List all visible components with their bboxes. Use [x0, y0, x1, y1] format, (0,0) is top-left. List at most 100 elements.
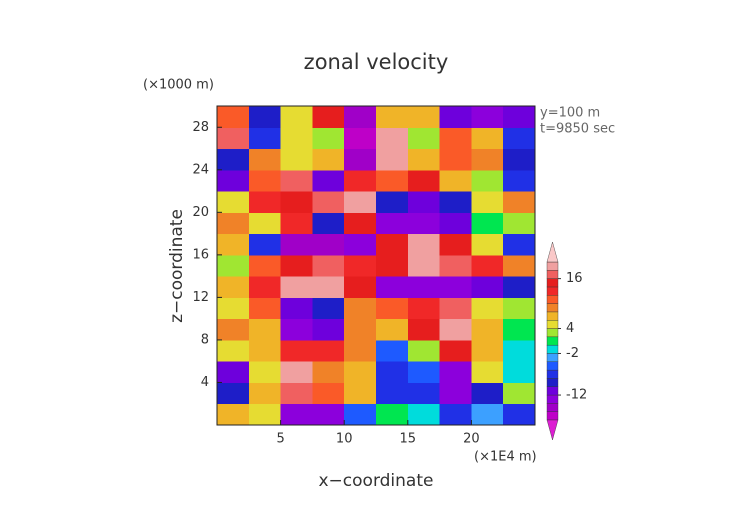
cell	[407, 148, 441, 171]
cell	[280, 318, 313, 341]
cell	[248, 318, 282, 341]
cell	[407, 339, 441, 362]
cell	[312, 169, 345, 192]
colorbar-box	[546, 278, 559, 288]
cell	[376, 382, 409, 405]
cell	[344, 361, 377, 383]
cell	[439, 276, 472, 298]
cell	[344, 191, 377, 213]
cell	[344, 212, 377, 235]
cell	[407, 276, 441, 298]
cell	[248, 191, 282, 213]
colorbar-box	[546, 328, 559, 338]
cell	[407, 233, 441, 256]
cell	[248, 127, 282, 150]
cell	[503, 276, 536, 298]
cell	[439, 212, 472, 235]
cell	[312, 403, 345, 426]
cell	[376, 148, 409, 171]
cell	[471, 212, 504, 235]
cell	[471, 148, 504, 171]
cell	[471, 191, 504, 213]
y-tick-label: 12	[192, 290, 209, 305]
cell	[312, 148, 345, 171]
cell	[280, 339, 313, 362]
cell	[471, 127, 504, 150]
cell	[312, 254, 345, 277]
cell	[248, 276, 282, 298]
cell	[407, 403, 441, 426]
cell	[217, 148, 250, 171]
cell	[376, 339, 409, 362]
colorbar-box	[546, 336, 559, 346]
cell	[503, 233, 536, 256]
cell	[471, 339, 504, 362]
cell	[248, 169, 282, 192]
colorbar-box	[546, 261, 559, 271]
colorbar-bottom	[546, 419, 559, 441]
cell	[280, 361, 313, 383]
x-tick-label: 5	[276, 432, 284, 447]
cell	[248, 382, 282, 405]
cell	[503, 361, 536, 383]
y-tick-label: 20	[192, 205, 209, 220]
cell	[217, 318, 250, 341]
cell	[471, 403, 504, 426]
cell	[407, 191, 441, 213]
cell	[217, 382, 250, 405]
y-tick-label: 8	[201, 332, 209, 347]
cell	[471, 361, 504, 383]
cell	[248, 254, 282, 277]
cell	[503, 403, 536, 426]
cell	[344, 318, 377, 341]
cell	[503, 169, 536, 192]
cell	[407, 127, 441, 150]
annotation: y=100 m	[540, 106, 600, 121]
cell	[248, 361, 282, 383]
cell	[439, 191, 472, 213]
colorbar-tick-label: -2	[566, 346, 579, 361]
cell	[376, 318, 409, 341]
x-unit: (×1E4 m)	[474, 450, 537, 465]
cell	[344, 382, 377, 405]
plot-frame	[216, 105, 536, 426]
cell	[344, 403, 377, 426]
cell	[439, 361, 472, 383]
cell	[280, 254, 313, 277]
cell	[312, 212, 345, 235]
cell	[376, 106, 409, 128]
cell	[376, 361, 409, 383]
cell	[344, 106, 377, 128]
colorbar-box	[546, 270, 559, 279]
cell	[217, 276, 250, 298]
cell	[217, 191, 250, 213]
cell	[471, 382, 504, 405]
cell	[471, 254, 504, 277]
colorbar-box	[546, 394, 559, 404]
cell	[439, 297, 472, 320]
cell	[280, 233, 313, 256]
cell	[217, 403, 250, 426]
y-tick-label: 28	[192, 120, 209, 135]
cell	[312, 233, 345, 256]
cell	[312, 361, 345, 383]
cell	[312, 106, 345, 128]
cell	[376, 212, 409, 235]
cell	[312, 191, 345, 213]
colorbar-box	[546, 369, 559, 379]
cell	[407, 297, 441, 320]
cell	[439, 169, 472, 192]
cell	[376, 233, 409, 256]
cell	[439, 127, 472, 150]
cell	[439, 148, 472, 171]
cell	[312, 339, 345, 362]
cell	[280, 148, 313, 171]
colorbar-box	[546, 386, 559, 396]
y-tick-label: 4	[201, 375, 209, 390]
cell	[344, 169, 377, 192]
cell	[471, 297, 504, 320]
colorbar-box	[546, 344, 559, 354]
cell	[503, 339, 536, 362]
colorbar-tick-label: -12	[566, 388, 587, 403]
